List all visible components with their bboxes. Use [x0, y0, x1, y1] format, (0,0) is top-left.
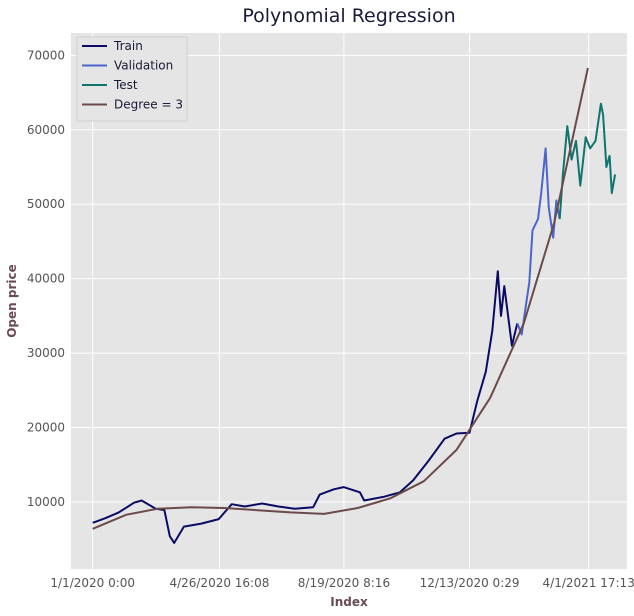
x-tick-label: 1/1/2020 0:00	[50, 576, 135, 590]
grid	[71, 33, 627, 569]
x-tick-labels: 1/1/2020 0:00 4/26/2020 16:08 8/19/2020 8:…	[50, 576, 634, 590]
x-tick-label: 4/1/2021 17:13	[543, 576, 634, 590]
series-line-validation	[516, 147, 561, 336]
y-axis-label: Open price	[5, 264, 19, 338]
y-tick-labels: 10000 20000 30000 40000 50000 60000 70000	[27, 48, 65, 509]
series-group	[92, 67, 617, 544]
x-tick-label: 12/13/2020 0:29	[420, 576, 520, 590]
legend-label: Degree = 3	[114, 98, 183, 112]
y-tick-label: 60000	[27, 123, 65, 137]
y-tick-label: 10000	[27, 495, 65, 509]
chart-title: Polynomial Regression	[242, 5, 455, 27]
series-line-degree-3	[92, 67, 589, 530]
x-axis-label: Index	[330, 595, 368, 609]
y-tick-label: 70000	[27, 48, 65, 62]
y-tick-label: 20000	[27, 421, 65, 435]
legend: Train Validation Test Degree = 3	[76, 36, 188, 122]
series-line-test	[558, 102, 617, 220]
y-tick-label: 50000	[27, 197, 65, 211]
y-tick-label: 40000	[27, 272, 65, 286]
plot-background	[71, 33, 627, 569]
series-line-train	[92, 270, 519, 544]
legend-label: Test	[113, 78, 138, 92]
legend-box	[76, 36, 188, 122]
legend-label: Validation	[114, 59, 173, 73]
x-tick-label: 4/26/2020 16:08	[169, 576, 269, 590]
y-tick-label: 30000	[27, 346, 65, 360]
x-tick-label: 8/19/2020 8:16	[298, 576, 390, 590]
legend-label: Train	[113, 39, 143, 53]
